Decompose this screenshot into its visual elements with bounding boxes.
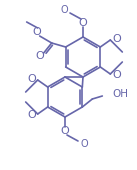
Text: OH: OH xyxy=(112,89,128,99)
Text: O: O xyxy=(79,18,87,28)
Text: O: O xyxy=(32,27,41,37)
Text: O: O xyxy=(27,74,36,84)
Text: O: O xyxy=(112,34,121,44)
Text: O: O xyxy=(60,5,68,15)
Text: O: O xyxy=(27,110,36,120)
Text: O: O xyxy=(112,70,121,80)
Text: O: O xyxy=(80,139,88,149)
Text: O: O xyxy=(35,51,44,61)
Text: O: O xyxy=(61,126,69,136)
